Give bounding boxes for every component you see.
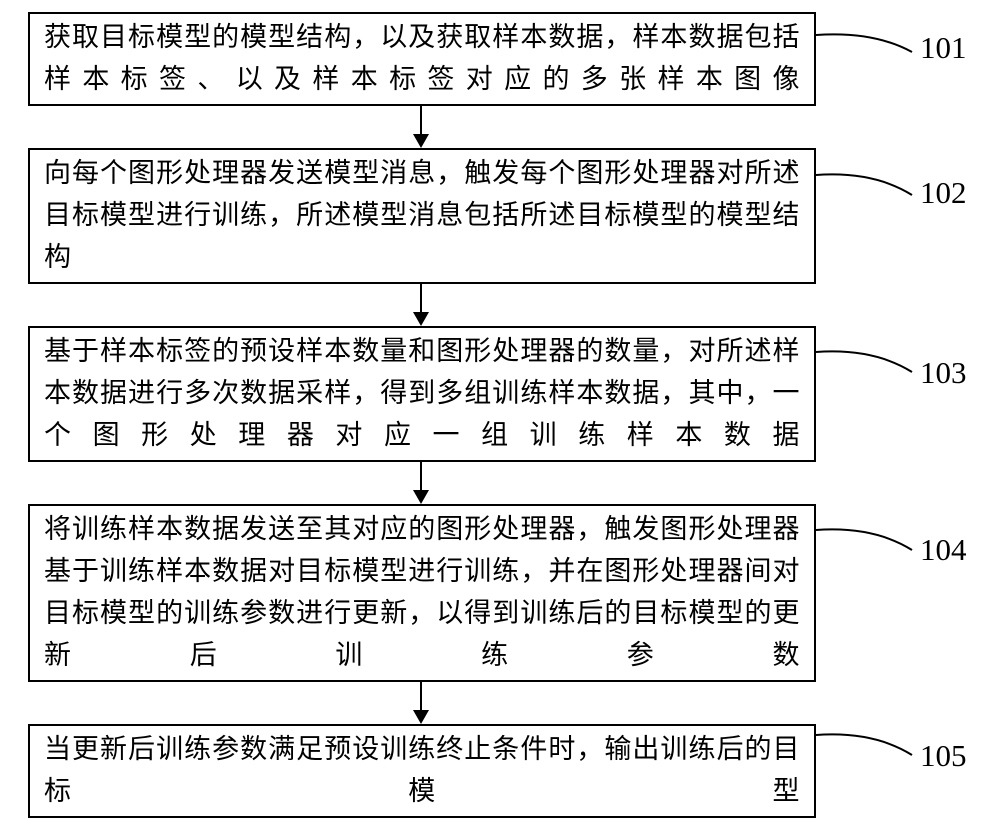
step-text: 向每个图形处理器发送模型消息，触发每个图形处理器对所述目标模型进行训练，所述模型… — [44, 153, 800, 279]
step-text: 当更新后训练参数满足预设训练终止条件时，输出训练后的目标模型 — [44, 729, 800, 813]
arrow-head-2 — [413, 490, 429, 504]
arrow-head-0 — [413, 134, 429, 148]
arrow-line-0 — [420, 106, 422, 136]
step-label-105: 105 — [920, 738, 967, 774]
step-text: 基于样本标签的预设样本数量和图形处理器的数量，对所述样本数据进行多次数据采样，得… — [44, 331, 800, 457]
arrow-line-3 — [420, 682, 422, 712]
step-label-103: 103 — [920, 355, 967, 391]
arrow-line-2 — [420, 462, 422, 492]
arrow-head-1 — [413, 312, 429, 326]
connector-101 — [816, 31, 916, 78]
arrow-head-3 — [413, 710, 429, 724]
step-label-101: 101 — [920, 30, 967, 66]
flow-step-104: 将训练样本数据发送至其对应的图形处理器，触发图形处理器基于训练样本数据对目标模型… — [28, 504, 816, 682]
flow-step-102: 向每个图形处理器发送模型消息，触发每个图形处理器对所述目标模型进行训练，所述模型… — [28, 148, 816, 284]
arrow-line-1 — [420, 284, 422, 314]
connector-103 — [816, 348, 916, 398]
step-label-102: 102 — [920, 175, 967, 211]
flow-step-101: 获取目标模型的模型结构，以及获取样本数据，样本数据包括样本标签、以及样本标签对应… — [28, 12, 816, 106]
connector-105 — [816, 731, 916, 781]
step-text: 获取目标模型的模型结构，以及获取样本数据，样本数据包括样本标签、以及样本标签对应… — [44, 17, 800, 101]
connector-102 — [816, 171, 916, 221]
step-text: 将训练样本数据发送至其对应的图形处理器，触发图形处理器基于训练样本数据对目标模型… — [44, 509, 800, 676]
step-label-104: 104 — [920, 532, 967, 568]
flow-step-103: 基于样本标签的预设样本数量和图形处理器的数量，对所述样本数据进行多次数据采样，得… — [28, 326, 816, 462]
connector-104 — [816, 526, 916, 576]
